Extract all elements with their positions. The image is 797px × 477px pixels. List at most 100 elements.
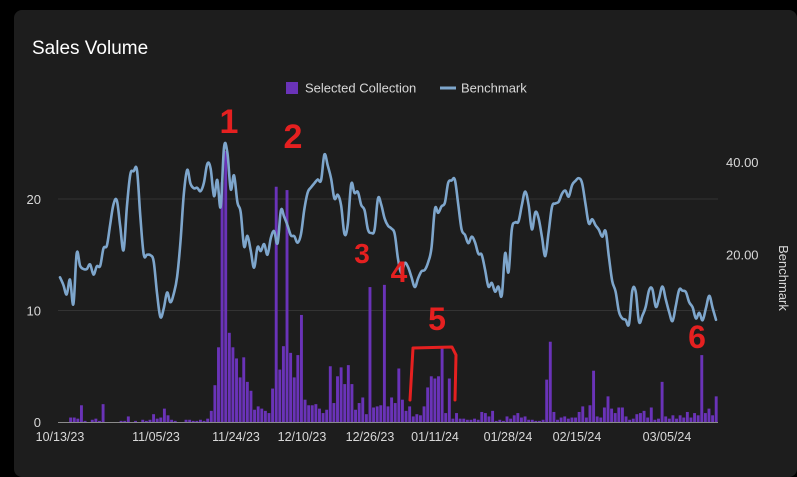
legend: Selected Collection Benchmark <box>286 81 527 96</box>
bar <box>422 406 426 422</box>
bar <box>72 417 76 422</box>
bar <box>505 416 509 422</box>
bar <box>476 419 480 422</box>
bar <box>523 416 527 422</box>
bar <box>98 420 101 422</box>
annotation-label: 4 <box>391 256 408 289</box>
bar <box>444 413 448 422</box>
bar <box>357 403 361 422</box>
bar <box>660 381 664 422</box>
bar <box>581 406 585 422</box>
bar <box>570 417 574 422</box>
bar <box>498 419 502 422</box>
bar <box>426 387 430 422</box>
bar <box>278 369 282 422</box>
bar <box>173 420 177 422</box>
bar <box>538 420 541 422</box>
bar <box>126 416 130 422</box>
annotation-label: 6 <box>688 319 706 355</box>
bar <box>419 415 422 422</box>
bar <box>235 358 238 422</box>
bar <box>303 399 307 422</box>
bar <box>368 287 372 422</box>
sales-volume-card <box>14 10 797 477</box>
bar <box>469 419 473 422</box>
bar <box>628 419 632 422</box>
legend-label-selected-collection: Selected Collection <box>305 81 416 96</box>
benchmark-line <box>58 141 718 327</box>
bar <box>372 407 376 422</box>
grid-lines <box>58 198 718 311</box>
y-left-tick-label: 0 <box>34 415 41 430</box>
bar <box>696 415 700 422</box>
bar <box>527 419 531 422</box>
bar <box>595 416 599 422</box>
bar <box>119 420 123 422</box>
bar <box>375 406 379 422</box>
bar <box>382 284 386 422</box>
bar <box>574 417 577 422</box>
bar <box>256 406 260 422</box>
bar <box>83 420 87 422</box>
bar <box>693 413 697 422</box>
bar <box>667 418 671 422</box>
bar <box>101 404 105 422</box>
bar <box>238 377 242 422</box>
bar <box>350 384 354 422</box>
x-tick-label: 01/28/24 <box>484 430 533 444</box>
bar <box>123 420 127 422</box>
bar <box>336 376 339 422</box>
bar <box>491 410 495 422</box>
bar <box>534 420 538 422</box>
bar <box>624 416 628 422</box>
bar <box>325 409 329 422</box>
bar <box>480 411 484 422</box>
x-tick-label: 12/26/23 <box>346 430 395 444</box>
bar <box>202 420 206 422</box>
bar <box>653 419 657 422</box>
bar <box>390 397 394 422</box>
bar <box>458 418 462 422</box>
bar <box>245 381 249 422</box>
bar <box>494 420 498 422</box>
legend-swatch-selected-collection <box>286 82 298 94</box>
y-left-tick-label: 10 <box>27 304 41 319</box>
bar <box>274 186 278 422</box>
bar <box>707 408 711 422</box>
bar <box>170 419 174 422</box>
bar <box>711 415 715 422</box>
bar <box>639 413 642 422</box>
bar <box>195 420 199 422</box>
bar <box>610 408 614 422</box>
bar <box>184 419 188 422</box>
bar <box>566 418 570 422</box>
bar <box>242 357 246 422</box>
bar <box>321 413 325 422</box>
bar <box>675 418 678 422</box>
bar <box>462 418 466 422</box>
bar <box>649 407 653 422</box>
bar <box>379 405 383 422</box>
bar <box>408 406 412 422</box>
bar <box>592 370 596 422</box>
bar <box>714 396 718 422</box>
bar <box>144 420 148 422</box>
bar <box>588 405 592 422</box>
bar <box>307 405 311 422</box>
bar <box>206 418 210 422</box>
bar <box>541 419 545 422</box>
bar <box>501 420 505 422</box>
bar <box>224 151 228 422</box>
bar <box>289 352 293 422</box>
annotation-label: 5 <box>428 301 446 337</box>
bar <box>599 417 603 422</box>
y-left-tick-label: 20 <box>27 192 41 207</box>
bar <box>231 347 235 422</box>
bar <box>606 396 610 422</box>
annotation-label: 3 <box>354 238 370 269</box>
bar <box>267 413 271 422</box>
bar <box>455 413 458 422</box>
bar <box>292 377 296 422</box>
x-tick-label: 02/15/24 <box>553 430 602 444</box>
